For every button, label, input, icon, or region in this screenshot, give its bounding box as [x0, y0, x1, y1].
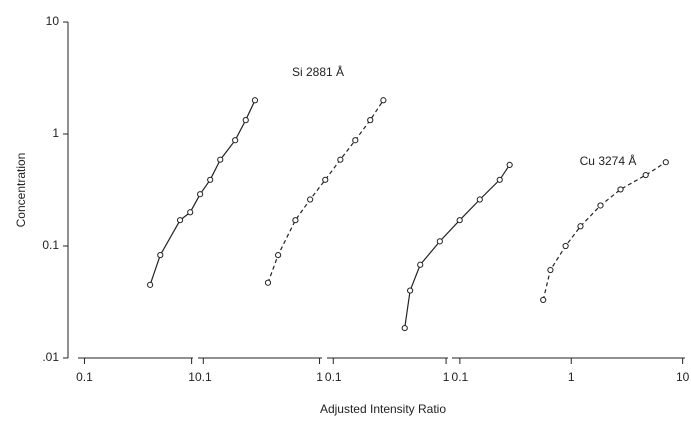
- fit-line: [149, 100, 256, 285]
- y-tick-label: 0.1: [42, 238, 59, 252]
- x-tick-label: 1: [443, 370, 450, 384]
- annotation: Si 2881 Å: [292, 64, 344, 79]
- x-tick-label: 0.1: [195, 370, 212, 384]
- data-point: [476, 196, 483, 203]
- x-tick-label: 0.1: [452, 370, 469, 384]
- data-point: [407, 287, 414, 294]
- data-point: [307, 196, 314, 203]
- data-point: [617, 186, 624, 193]
- x-tick-label: 10: [676, 370, 690, 384]
- annotation: Cu 3274 Å: [580, 153, 637, 168]
- y-tick-label: 1: [52, 126, 59, 140]
- data-point: [251, 97, 259, 104]
- x-tick-label: 1: [316, 370, 323, 384]
- data-point: [417, 261, 424, 268]
- data-point: [197, 191, 204, 198]
- data-point: [292, 217, 299, 224]
- data-point: [456, 217, 463, 224]
- x-axis-label: Adjusted Intensity Ratio: [320, 402, 446, 416]
- x-tick-label: 1: [188, 370, 195, 384]
- y-tick-label: 10: [46, 14, 60, 28]
- data-point: [547, 266, 554, 274]
- data-point: [264, 279, 272, 286]
- data-point: [147, 281, 154, 288]
- data-point: [352, 137, 359, 144]
- data-point: [597, 202, 604, 209]
- x-tick-label: 0.1: [325, 370, 342, 384]
- data-point: [157, 251, 164, 259]
- data-point: [506, 161, 513, 168]
- data-point: [187, 209, 194, 216]
- data-point: [242, 117, 249, 124]
- data-point: [207, 176, 214, 183]
- data-point: [232, 137, 239, 144]
- data-point: [322, 176, 329, 183]
- data-point: [662, 159, 669, 166]
- data-point: [337, 156, 344, 163]
- data-point: [274, 251, 282, 259]
- fit-line: [404, 164, 511, 329]
- data-point: [577, 223, 584, 230]
- data-point: [540, 296, 547, 304]
- y-axis-label: Concentration: [14, 153, 28, 228]
- x-tick-label: 1: [568, 370, 575, 384]
- data-point: [642, 171, 649, 179]
- data-point: [562, 242, 569, 250]
- y-tick-label: .01: [42, 350, 59, 364]
- data-point: [401, 324, 408, 332]
- data-point: [217, 156, 224, 163]
- fit-line: [267, 99, 384, 283]
- data-point: [436, 238, 443, 245]
- data-point: [367, 117, 374, 124]
- data-point: [380, 97, 387, 104]
- fit-line: [542, 161, 667, 301]
- x-tick-label: 0.1: [76, 370, 93, 384]
- data-point: [496, 176, 503, 183]
- data-point: [176, 217, 184, 224]
